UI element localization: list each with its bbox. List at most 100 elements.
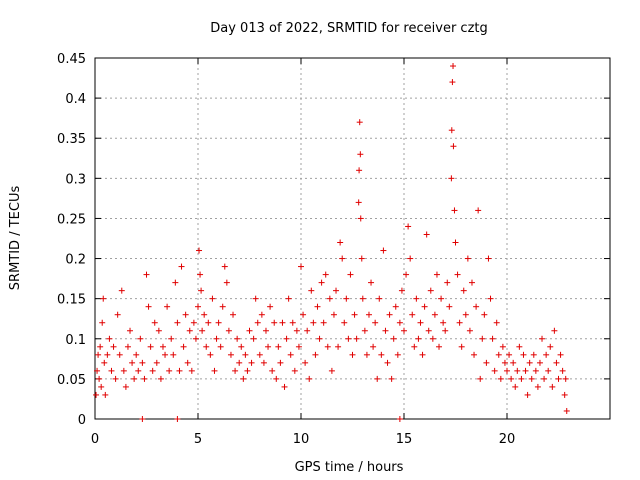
- data-point: [425, 327, 432, 334]
- data-point: [353, 335, 360, 342]
- data-point: [396, 319, 403, 326]
- data-point: [356, 119, 363, 126]
- data-point: [493, 319, 500, 326]
- data-point: [209, 295, 216, 302]
- data-point: [265, 343, 272, 350]
- data-point: [170, 351, 177, 358]
- data-point: [504, 367, 510, 374]
- y-tick-label: 0.35: [57, 132, 86, 147]
- data-point: [335, 343, 342, 350]
- data-point: [326, 295, 333, 302]
- data-point: [129, 359, 136, 366]
- data-point: [343, 295, 350, 302]
- x-tick-label: 0: [91, 432, 99, 447]
- data-point: [526, 359, 533, 366]
- data-point: [139, 416, 146, 422]
- data-point: [357, 151, 364, 158]
- data-point: [380, 247, 387, 254]
- data-point: [551, 327, 558, 334]
- data-point: [433, 271, 440, 278]
- data-point: [483, 359, 490, 366]
- data-point: [378, 351, 385, 358]
- data-point: [306, 375, 313, 382]
- data-point: [293, 327, 300, 334]
- data-point: [403, 271, 410, 278]
- data-point: [358, 255, 365, 262]
- data-point: [361, 327, 368, 334]
- data-point: [133, 351, 140, 358]
- data-point: [300, 311, 307, 318]
- data-point: [254, 319, 261, 326]
- data-point: [99, 319, 106, 326]
- x-tick-label: 10: [293, 432, 310, 447]
- y-tick-label: 0.4: [65, 92, 86, 107]
- axis-ticks: 0 0.05 0.1 0.15 0.2 0.25 0.3 0.35 0.4 0.45 0 5 10 15 2…: [57, 52, 610, 447]
- data-point: [534, 383, 541, 390]
- data-point: [213, 335, 220, 342]
- data-point: [318, 279, 325, 286]
- data-point: [563, 407, 570, 414]
- data-point: [543, 351, 550, 358]
- data-point: [536, 359, 543, 366]
- data-point: [405, 223, 412, 230]
- data-point: [227, 351, 234, 358]
- data-point: [236, 359, 243, 366]
- data-point: [347, 271, 354, 278]
- data-point: [312, 351, 319, 358]
- grid-lines: [95, 58, 610, 419]
- data-point: [413, 295, 420, 302]
- data-point: [322, 271, 329, 278]
- data-point: [262, 327, 269, 334]
- data-point: [203, 343, 210, 350]
- data-point: [407, 255, 414, 262]
- data-point: [452, 239, 459, 246]
- y-tick-label: 0.3: [65, 172, 86, 187]
- data-point: [390, 335, 397, 342]
- data-point: [166, 367, 173, 374]
- data-point: [287, 351, 294, 358]
- data-point: [368, 279, 375, 286]
- data-point: [101, 359, 108, 366]
- data-point: [188, 367, 195, 374]
- data-point: [518, 375, 525, 382]
- data-point: [356, 167, 363, 174]
- data-point: [232, 367, 239, 374]
- data-point: [118, 287, 125, 294]
- data-point: [417, 319, 424, 326]
- data-point: [549, 383, 556, 390]
- data-point: [491, 367, 498, 374]
- data-point: [110, 343, 117, 350]
- data-point: [230, 311, 237, 318]
- data-point: [252, 295, 259, 302]
- data-point: [250, 335, 257, 342]
- data-point: [271, 319, 278, 326]
- data-point: [145, 303, 152, 310]
- data-point: [328, 367, 335, 374]
- data-point: [512, 383, 519, 390]
- data-point: [442, 327, 449, 334]
- data-point: [223, 279, 230, 286]
- data-point: [248, 359, 255, 366]
- data-point: [555, 375, 562, 382]
- data-point: [198, 287, 205, 294]
- data-point: [446, 303, 453, 310]
- data-point: [215, 319, 222, 326]
- data-point: [302, 359, 309, 366]
- data-point: [157, 375, 164, 382]
- data-point: [234, 335, 241, 342]
- data-point: [473, 303, 480, 310]
- data-point: [530, 351, 537, 358]
- data-point: [487, 295, 494, 302]
- data-point: [431, 311, 438, 318]
- data-point: [355, 199, 362, 206]
- data-point: [186, 327, 193, 334]
- data-point: [153, 359, 160, 366]
- data-point: [108, 367, 115, 374]
- data-point: [415, 335, 422, 342]
- data-point: [279, 319, 286, 326]
- data-point: [444, 279, 451, 286]
- data-point: [116, 351, 123, 358]
- data-point: [221, 263, 228, 270]
- data-point: [339, 255, 346, 262]
- data-point: [495, 351, 502, 358]
